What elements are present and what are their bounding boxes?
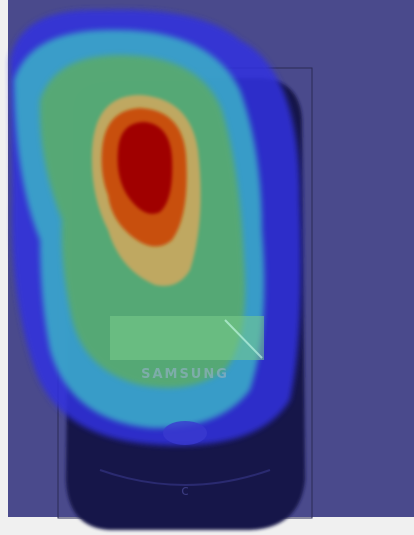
keypad-curve	[99, 469, 271, 486]
glare	[224, 319, 263, 359]
nav-key	[163, 421, 207, 445]
keypad-c: c	[181, 483, 189, 499]
phone-brand: SAMSUNG	[141, 367, 229, 382]
phone-display	[110, 316, 264, 360]
heat-red	[117, 122, 173, 214]
